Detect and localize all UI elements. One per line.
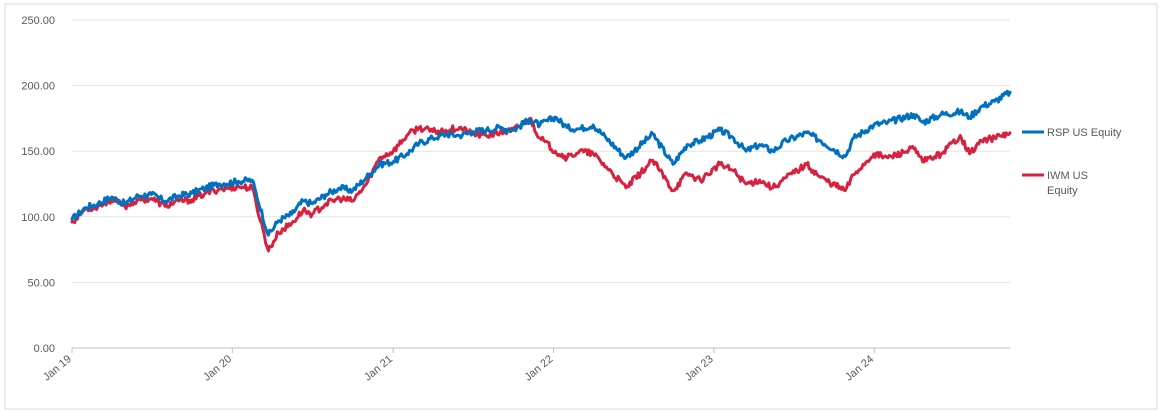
y-tick-label: 0.00	[34, 343, 55, 355]
legend-label: RSP US Equity	[1047, 127, 1122, 139]
y-tick-label: 150.00	[21, 146, 55, 158]
y-tick-label: 50.00	[27, 277, 55, 289]
series-line-rsp	[70, 89, 1012, 237]
chart-frame	[4, 3, 1158, 410]
series-line-iwm	[70, 116, 1012, 253]
y-tick-label: 200.00	[21, 81, 55, 93]
series-lines	[70, 89, 1012, 253]
legend-label: IWM US Equity	[1047, 170, 1088, 197]
y-tick-label: 250.00	[21, 15, 55, 27]
gridlines	[72, 19, 1010, 349]
y-axis-ticks: 0.00 50.00 100.00 150.00 200.00 250.00	[21, 15, 55, 355]
y-tick-label: 100.00	[21, 212, 55, 224]
legend: RSP US Equity IWM US Equity	[1022, 127, 1122, 197]
